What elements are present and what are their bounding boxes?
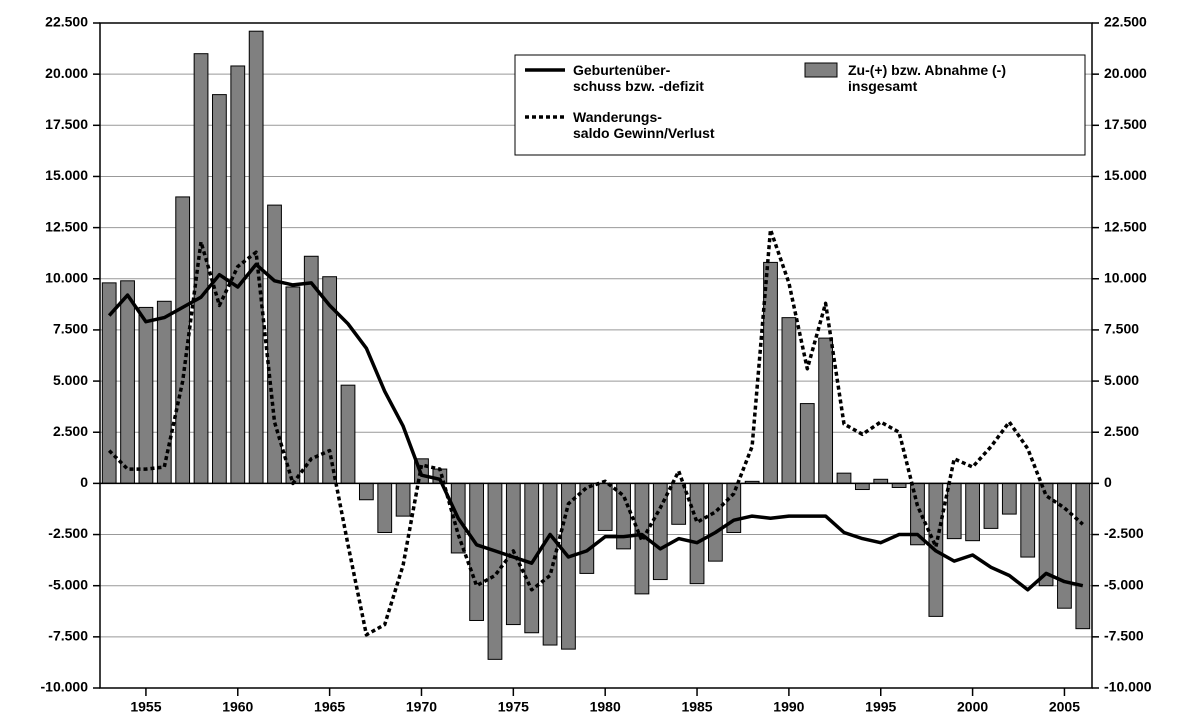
bar <box>377 482 393 533</box>
bar <box>542 482 558 646</box>
bar <box>652 482 668 581</box>
x-tick-label: 1960 <box>222 699 253 715</box>
bar <box>101 282 117 484</box>
y-tick-label: 2.500 <box>53 423 88 439</box>
bar <box>854 482 870 491</box>
bar <box>1075 482 1091 630</box>
y-tick-label: -7.500 <box>48 628 88 644</box>
line <box>107 262 1084 592</box>
bar <box>340 384 356 484</box>
bar <box>836 472 852 484</box>
bar <box>965 482 980 542</box>
bar <box>781 317 797 484</box>
bar <box>818 337 834 484</box>
bar <box>487 482 503 660</box>
x-tick-label: 1955 <box>130 699 161 715</box>
bar <box>983 482 999 529</box>
y2-tick-label: -5.000 <box>1104 576 1144 592</box>
y2-tick-label: 5.000 <box>1104 372 1139 388</box>
x-tick-label: 1990 <box>773 699 804 715</box>
bar <box>469 482 484 621</box>
y2-tick-label: -2.500 <box>1104 525 1144 541</box>
y2-tick-label: 7.500 <box>1104 321 1139 337</box>
bar <box>120 280 135 484</box>
y-tick-label: 20.000 <box>45 65 88 81</box>
bar <box>285 286 301 484</box>
x-tick-label: 1975 <box>498 699 529 715</box>
bar <box>193 53 209 484</box>
x-tick-label: 2005 <box>1049 699 1080 715</box>
y2-tick-label: 10.000 <box>1104 269 1147 285</box>
legend-label: Wanderungs- saldo Gewinn/Verlust <box>573 109 715 141</box>
bar <box>708 482 723 562</box>
y2-tick-label: 12.500 <box>1104 218 1147 234</box>
bar <box>946 482 962 540</box>
y2-tick-label: 20.000 <box>1104 65 1147 81</box>
bar <box>671 482 687 525</box>
x-tick-label: 2000 <box>957 699 988 715</box>
legend-box <box>514 54 1086 156</box>
bar <box>1020 482 1036 558</box>
bar <box>156 300 172 484</box>
bar <box>1001 482 1017 515</box>
y-tick-label: 12.500 <box>45 218 88 234</box>
bar <box>358 482 374 501</box>
y2-tick-label: 22.500 <box>1104 14 1147 30</box>
bar <box>212 94 227 484</box>
y-tick-label: 7.500 <box>53 321 88 337</box>
y-tick-label: 10.000 <box>45 269 88 285</box>
y2-tick-label: 0 <box>1104 474 1112 490</box>
bar <box>230 65 246 484</box>
y-tick-label: 17.500 <box>45 116 88 132</box>
legend-label: Zu-(+) bzw. Abnahme (-) insgesamt <box>848 62 1006 94</box>
legend-swatch <box>804 62 838 78</box>
y-tick-label: -10.000 <box>41 679 89 695</box>
plot-frame <box>99 22 1093 689</box>
y-tick-label: -5.000 <box>48 576 88 592</box>
bar <box>597 482 613 531</box>
bar <box>395 482 411 517</box>
bar <box>138 306 154 484</box>
bar <box>689 482 705 585</box>
y-tick-label: 5.000 <box>53 372 88 388</box>
bar <box>1057 482 1072 609</box>
y2-tick-label: 2.500 <box>1104 423 1139 439</box>
x-tick-label: 1970 <box>406 699 437 715</box>
x-tick-label: 1980 <box>590 699 621 715</box>
y2-tick-label: -10.000 <box>1104 679 1152 695</box>
y-tick-label: 22.500 <box>45 14 88 30</box>
bar <box>267 204 282 484</box>
bar <box>799 403 815 484</box>
y2-tick-label: 15.000 <box>1104 167 1147 183</box>
x-tick-label: 1965 <box>314 699 345 715</box>
line <box>107 227 1084 637</box>
y2-tick-label: -7.500 <box>1104 628 1144 644</box>
y-tick-label: -2.500 <box>48 525 88 541</box>
y2-tick-label: 17.500 <box>1104 116 1147 132</box>
bar <box>579 482 595 574</box>
y-tick-label: 0 <box>80 474 88 490</box>
x-tick-label: 1995 <box>865 699 896 715</box>
bar <box>1038 482 1054 587</box>
y-tick-label: 15.000 <box>45 167 88 183</box>
legend-label: Geburtenüber- schuss bzw. -defizit <box>573 62 704 94</box>
x-tick-label: 1985 <box>681 699 712 715</box>
